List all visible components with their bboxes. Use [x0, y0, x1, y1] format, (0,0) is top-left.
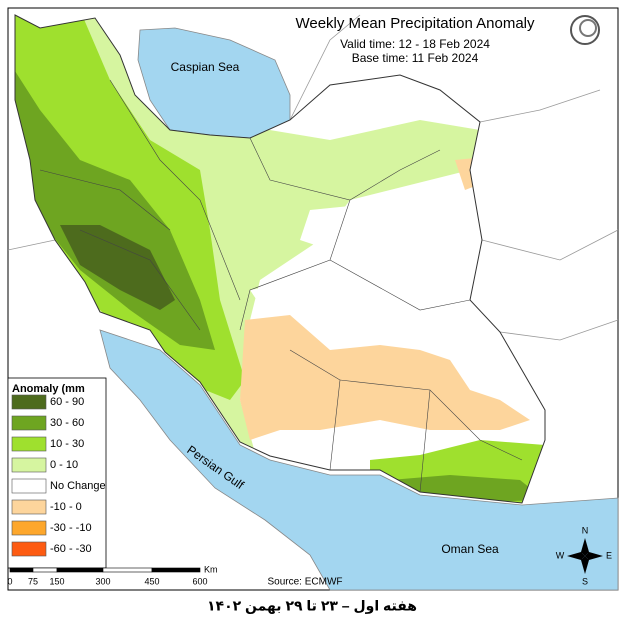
scale-segment: [32, 567, 58, 573]
legend-label: 30 - 60: [50, 417, 84, 429]
province-border: [419, 389, 431, 493]
scale-tick-label: 0: [7, 576, 12, 586]
legend-swatch: [11, 541, 47, 557]
province-border: [339, 379, 523, 461]
legend-swatch: [11, 415, 47, 431]
title: Weekly Mean Precipitation Anomaly: [295, 15, 535, 32]
compass-n: N: [582, 525, 589, 535]
compass: N E S W: [556, 525, 612, 586]
scale-tick-label: 300: [95, 576, 110, 586]
scale-tick-label: 75: [28, 576, 38, 586]
compass-w: W: [556, 550, 565, 560]
legend-items: 60 - 90 30 - 60 10 - 30 0 - 10 No Change -10 …: [11, 394, 106, 557]
country-border: [14, 14, 546, 504]
legend-swatch: [11, 436, 47, 452]
province-border: [39, 169, 171, 231]
scale-segment: [9, 567, 34, 573]
scale-tick-label: 450: [144, 576, 159, 586]
border: [7, 239, 56, 251]
province-border: [109, 79, 241, 301]
compass-s: S: [582, 576, 588, 586]
province-border: [329, 259, 471, 311]
legend-title: Anomaly (mm: [12, 383, 85, 395]
province-borders: [39, 79, 523, 493]
scale-unit: Km: [204, 564, 218, 574]
legend-swatch: [11, 478, 47, 494]
legend-label: -10 - 0: [50, 501, 82, 513]
compass-e: E: [606, 550, 612, 560]
province-border: [239, 199, 351, 331]
legend-label: -30 - -10: [50, 522, 92, 534]
legend-swatch: [11, 457, 47, 473]
zone-60-90: [60, 225, 175, 310]
province-border: [79, 229, 201, 331]
legend-box: [7, 377, 107, 569]
border: [481, 229, 619, 261]
border: [479, 89, 601, 123]
base-time: Base time: 11 Feb 2024: [352, 51, 479, 65]
legend-label: No Change: [50, 480, 106, 492]
scale-segment: [151, 567, 201, 573]
border: [289, 14, 361, 121]
legend-swatch: [11, 499, 47, 515]
scale-bar: 0 75 150 300 450 600 Km: [7, 564, 217, 586]
legend-label: 60 - 90: [50, 396, 84, 408]
scale-segment: [56, 567, 104, 573]
scale-tick-label: 600: [192, 576, 207, 586]
footer-caption: هفته اول – ۲۳ تا ۲۹ بهمن ۱۴۰۲: [207, 598, 417, 615]
legend-swatch: [11, 520, 47, 536]
legend-label: 10 - 30: [50, 438, 84, 450]
scale-segment: [102, 567, 153, 573]
legend-label: -60 - -30: [50, 543, 92, 555]
legend-swatch: [11, 394, 47, 410]
border: [499, 319, 619, 341]
gulf-sea: [99, 329, 619, 591]
valid-time: Valid time: 12 - 18 Feb 2024: [340, 37, 490, 51]
source: Source: ECMWF: [267, 577, 342, 588]
scale-tick-label: 150: [49, 576, 64, 586]
oman-label: Oman Sea: [441, 542, 499, 556]
no-change-area: [300, 205, 390, 250]
logo: [570, 15, 600, 45]
legend-label: 0 - 10: [50, 459, 78, 471]
zone-neg-10-0: [240, 315, 530, 440]
caspian-label: Caspian Sea: [171, 60, 240, 74]
